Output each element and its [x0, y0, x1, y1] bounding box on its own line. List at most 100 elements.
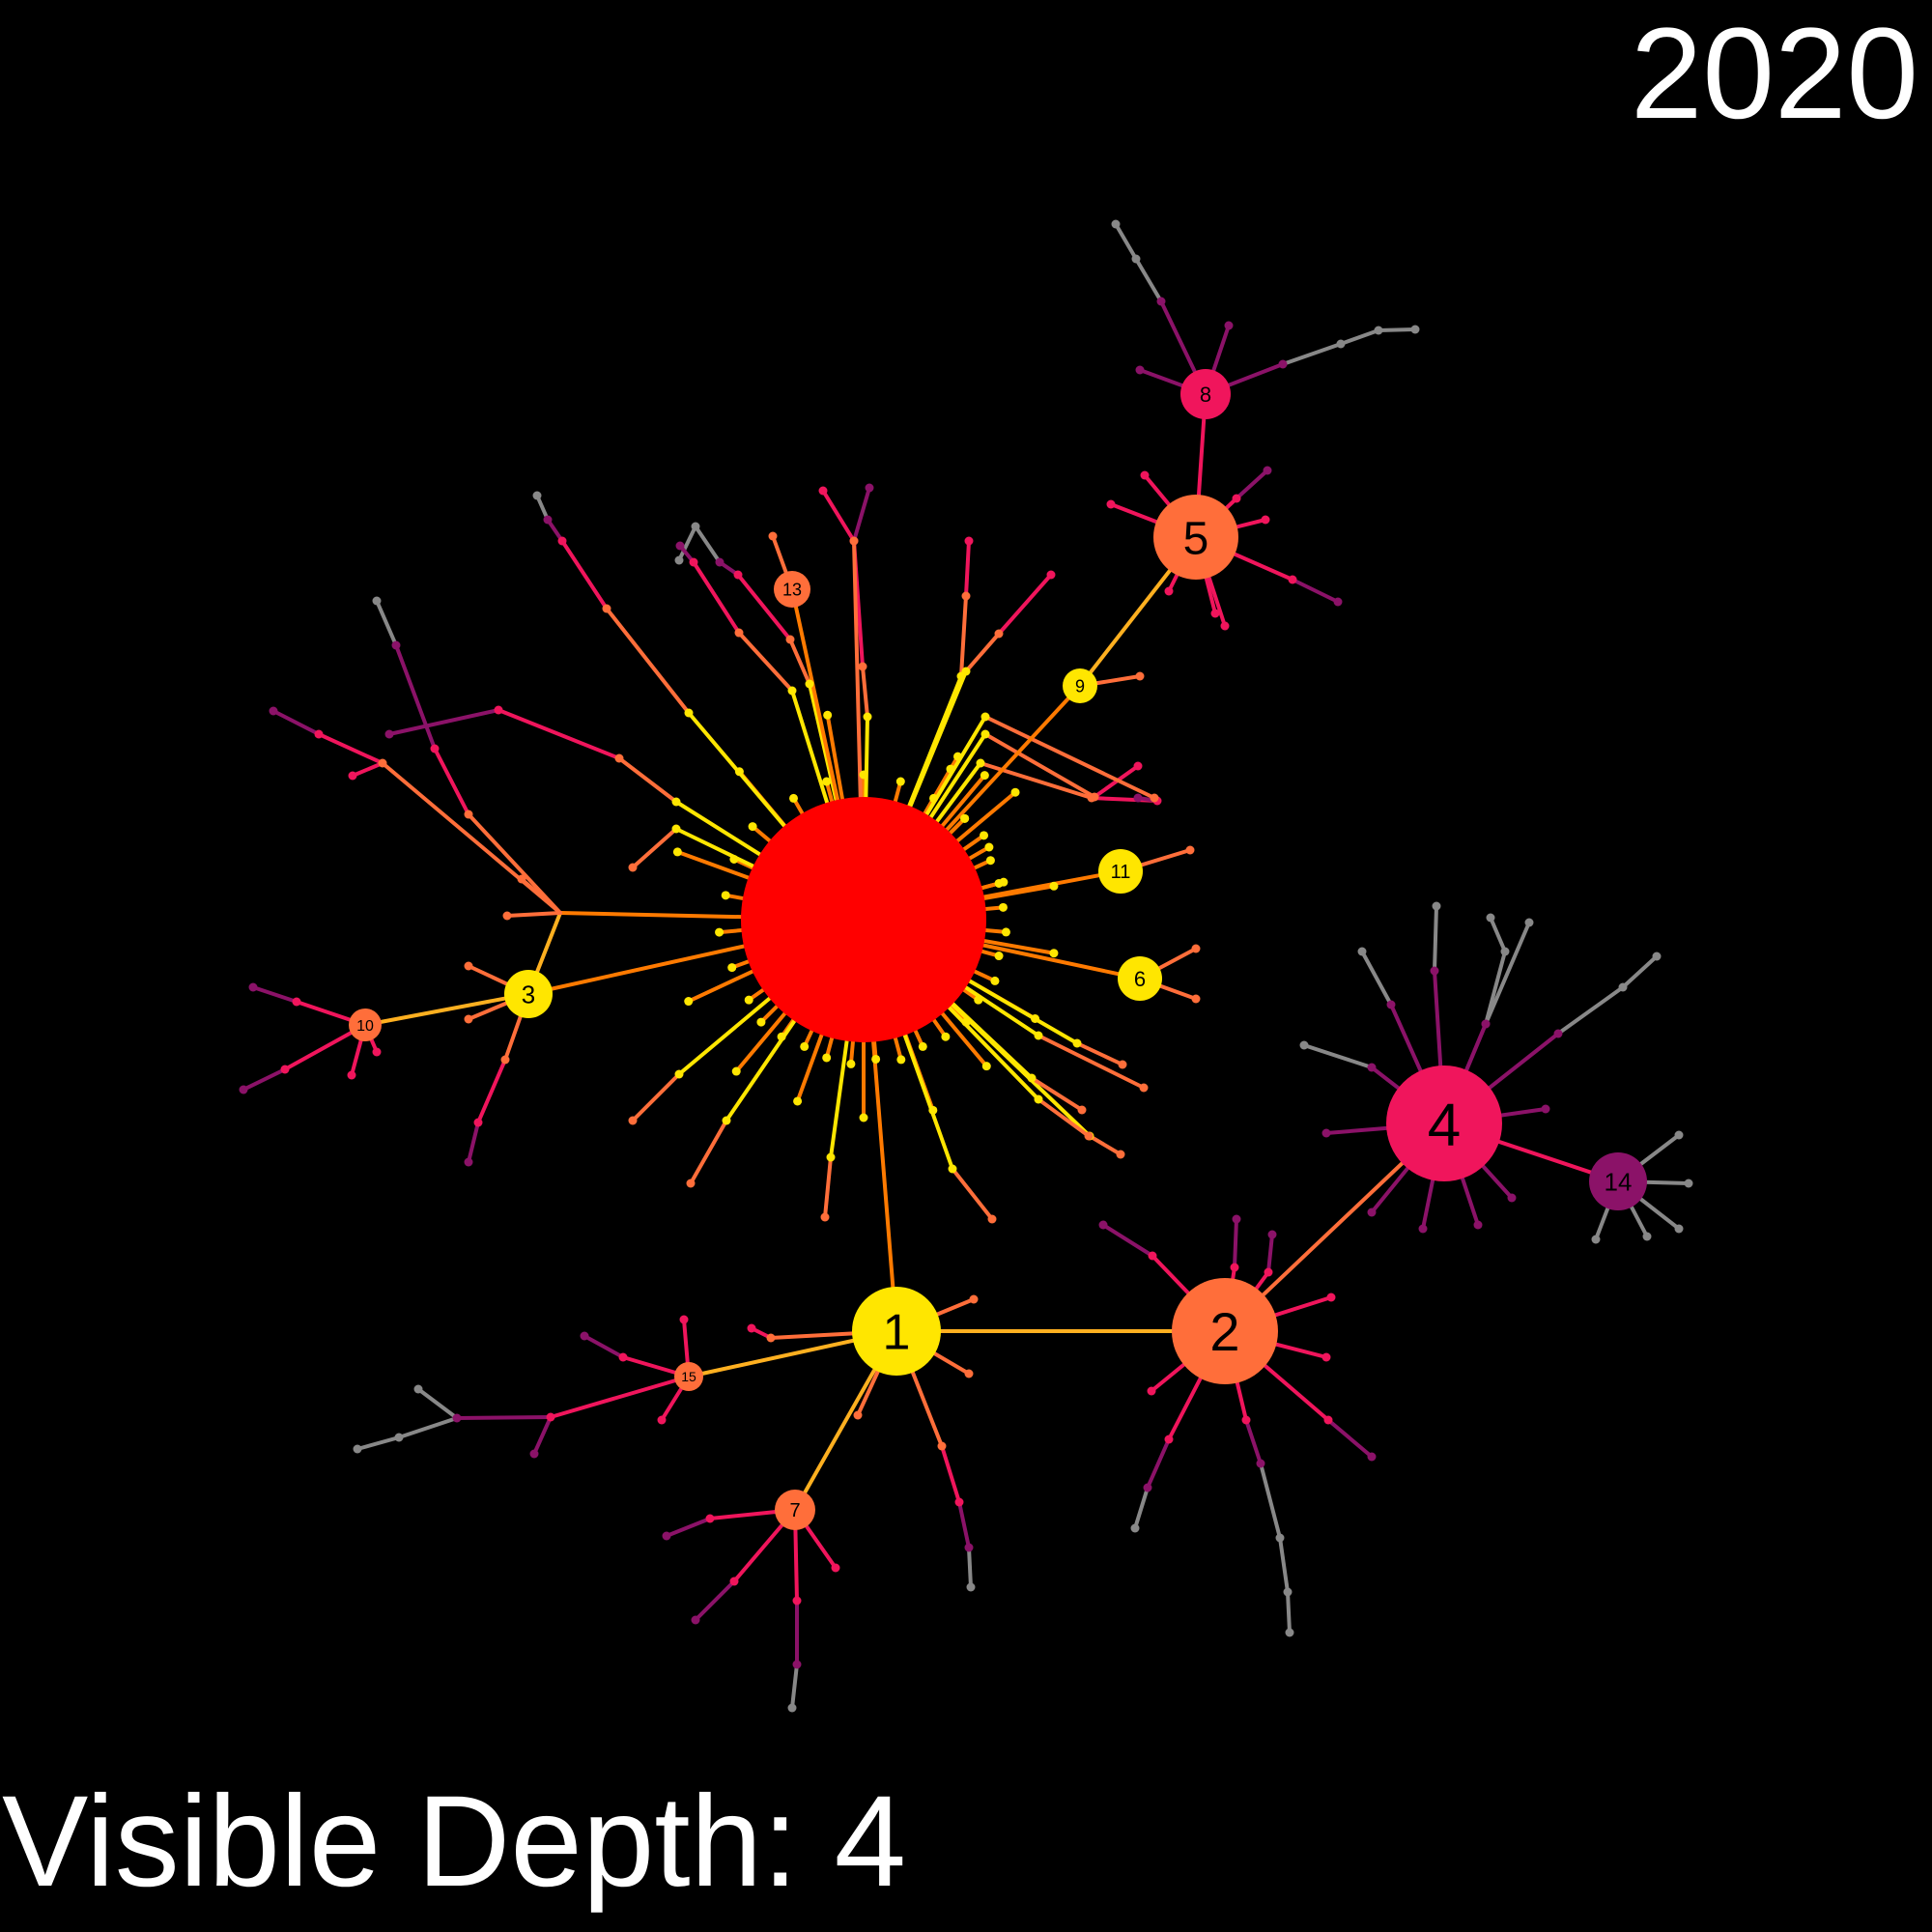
graph-edge: [1326, 1418, 1374, 1459]
hub-node-label: 6: [1134, 967, 1146, 991]
graph-edge: [1030, 1076, 1084, 1112]
graph-leaf-node: [980, 831, 989, 840]
graph-edge: [631, 1072, 681, 1122]
graph-leaf-node: [684, 997, 694, 1007]
graph-edge: [788, 638, 811, 686]
graph-leaf-node: [452, 1413, 462, 1423]
graph-leaf-node: [734, 628, 744, 638]
graph-edge: [416, 1387, 459, 1420]
graph-leaf-node: [853, 1410, 863, 1420]
graph-leaf-node: [756, 1017, 766, 1027]
hub-node-label: 2: [1209, 1301, 1239, 1362]
graph-leaf-node: [1283, 1587, 1293, 1597]
graph-leaf-node: [1684, 1179, 1693, 1188]
hub-node-14: [1589, 1152, 1647, 1210]
graph-edge: [1133, 1486, 1150, 1530]
graph-edge: [532, 1415, 553, 1456]
graph-edge: [375, 599, 398, 647]
graph-leaf-node: [691, 1615, 700, 1625]
graph-leaf-node: [789, 793, 798, 803]
graph-leaf-node: [1507, 1193, 1517, 1203]
graph-edge: [957, 1500, 971, 1549]
graph-leaf-node: [1130, 1523, 1140, 1533]
graph-edge: [967, 1546, 973, 1589]
graph-leaf-node: [1232, 494, 1241, 503]
graph-leaf-node: [248, 982, 258, 992]
graph-leaf-node: [1367, 1063, 1377, 1072]
graph-leaf-node: [1486, 913, 1495, 923]
graph-leaf-node: [614, 753, 624, 763]
graph-leaf-node: [998, 902, 1008, 912]
graph-leaf-node: [1049, 881, 1059, 891]
graph-leaf-node: [1031, 1014, 1040, 1023]
graph-leaf-node: [464, 1014, 473, 1024]
graph-leaf-node: [818, 486, 828, 496]
graph-leaf-node: [1267, 1230, 1277, 1239]
graph-leaf-node: [831, 1563, 840, 1573]
hub-node-8: [1180, 369, 1231, 419]
graph-leaf-node: [941, 1032, 951, 1041]
hub-node-label: 8: [1200, 383, 1211, 407]
graph-leaf-node: [691, 522, 700, 531]
graph-leaf-node: [1263, 466, 1272, 475]
graph-leaf-node: [787, 1703, 797, 1713]
graph-leaf-node: [517, 874, 526, 884]
graph-leaf-node: [981, 1062, 991, 1071]
graph-edge: [1114, 222, 1138, 261]
graph-edge: [1259, 1462, 1282, 1540]
graph-leaf-node: [980, 712, 990, 722]
graph-leaf-node: [987, 1214, 997, 1224]
graph-leaf-node: [787, 686, 797, 696]
graph-leaf-node: [1139, 1083, 1149, 1093]
graph-leaf-node: [946, 764, 955, 774]
graph-leaf-node: [1541, 1104, 1550, 1114]
graph-leaf-node: [394, 1433, 404, 1442]
graph-leaf-node: [1111, 219, 1121, 229]
hub-node-4: [1386, 1065, 1502, 1181]
graph-leaf-node: [1034, 1031, 1043, 1040]
graph-leaf-node: [671, 824, 681, 834]
graph-edge: [692, 560, 741, 635]
graph-leaf-node: [1191, 994, 1201, 1004]
graph-leaf-node: [543, 515, 553, 525]
graph-leaf-node: [871, 1054, 881, 1064]
graph-leaf-node: [1652, 952, 1662, 961]
hub-node-label: 4: [1428, 1092, 1461, 1158]
graph-edge: [1360, 950, 1393, 1007]
hub-node-2: [1172, 1278, 1278, 1384]
graph-edge: [964, 632, 1001, 673]
graph-edge: [1286, 1590, 1292, 1634]
graph-leaf-node: [961, 1017, 971, 1027]
graph-leaf-node: [744, 995, 753, 1005]
graph-leaf-node: [859, 1113, 868, 1122]
graph-leaf-node: [980, 729, 990, 739]
graph-leaf-node: [679, 1315, 689, 1324]
graph-leaf-node: [805, 679, 814, 689]
graph-leaf-node: [715, 557, 724, 567]
graph-edge: [1101, 1223, 1154, 1258]
graph-leaf-node: [1135, 671, 1145, 681]
graph-edge: [1037, 1034, 1146, 1090]
graph-leaf-node: [1210, 609, 1220, 618]
graph-leaf-node: [1224, 321, 1234, 330]
graph-edge: [467, 812, 562, 915]
graph-leaf-node: [1046, 570, 1056, 580]
graph-edge: [964, 539, 971, 598]
graph-leaf-node: [1232, 1214, 1241, 1224]
graph-edge: [1075, 1041, 1124, 1066]
hub-node-10: [349, 1009, 382, 1041]
graph-leaf-node: [618, 1352, 628, 1362]
graph-leaf-node: [984, 842, 994, 852]
graph-edge: [505, 911, 562, 918]
graph-edge: [455, 1415, 553, 1420]
graph-leaf-node: [1027, 1073, 1037, 1083]
graph-leaf-node: [937, 1441, 947, 1451]
graph-leaf-node: [684, 708, 694, 718]
graph-leaf-node: [994, 629, 1004, 639]
graph-leaf-node: [292, 997, 301, 1007]
graph-edge: [271, 709, 321, 736]
graph-leaf-node: [954, 1497, 964, 1507]
hub-node-15: [674, 1362, 703, 1391]
graph-leaf-node: [1133, 793, 1143, 803]
graph-leaf-node: [1299, 1040, 1309, 1050]
